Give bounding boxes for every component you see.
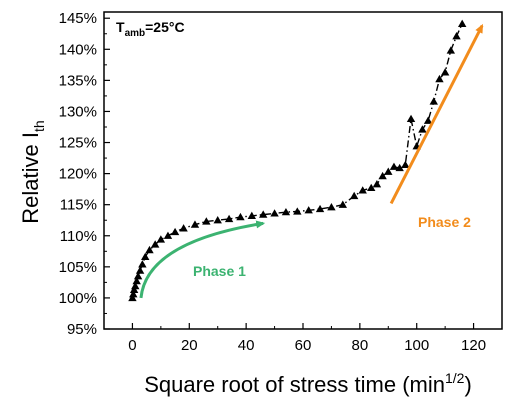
data-point-triangle — [446, 46, 456, 54]
data-point-triangle — [378, 171, 387, 180]
data-point-triangle — [156, 235, 166, 243]
y-tick-label: 120% — [59, 166, 97, 183]
data-point-triangle — [389, 162, 399, 170]
series-line — [131, 23, 463, 299]
data-point-triangle — [304, 206, 313, 214]
data-point-triangle — [293, 207, 302, 215]
data-point-triangle — [315, 204, 325, 213]
data-point-triangle — [440, 68, 450, 76]
phase2-label: Phase 2 — [418, 214, 471, 230]
data-point-triangle — [128, 293, 137, 302]
data-point-triangle — [372, 179, 382, 188]
data-point-triangle — [135, 266, 145, 274]
data-point-triangle — [338, 200, 347, 208]
x-tick-label: 40 — [238, 337, 255, 354]
data-point-triangle — [418, 125, 427, 133]
x-tick-label: 20 — [181, 337, 198, 354]
tick-labels: 0 20 40 60 80 100 120 95% 100% 105% 110% 115% 120% 12… — [59, 10, 486, 354]
data-point-triangle — [458, 19, 467, 27]
data-point-triangle — [213, 216, 222, 224]
y-tick-label: 95% — [67, 321, 97, 338]
data-point-triangle — [423, 116, 433, 124]
data-point-triangle — [138, 260, 147, 268]
data-point-triangle — [129, 285, 139, 293]
data-point-triangle — [452, 32, 461, 40]
data-point-triangle — [358, 186, 367, 194]
x-tick-label: 0 — [128, 337, 136, 354]
x-axis-title: Square root of stress time (min1/2) — [144, 370, 472, 397]
data-point-triangle — [367, 183, 376, 192]
condition-value: =25°C — [145, 19, 184, 35]
data-point-triangle — [247, 211, 257, 220]
data-point-triangle — [406, 114, 416, 123]
data-point-triangle — [270, 209, 279, 217]
y-tick-label: 110% — [60, 228, 97, 245]
data-point-triangle — [133, 271, 143, 280]
data-point-triangle — [259, 210, 268, 218]
y-tick-label: 125% — [59, 135, 97, 152]
data-point-triangle — [141, 252, 150, 261]
y-axis-title-subscript: th — [31, 120, 47, 132]
condition-subscript: amb — [125, 28, 146, 39]
data-point-triangle — [429, 97, 438, 105]
y-tick-label: 145% — [59, 10, 97, 27]
data-point-triangle — [349, 191, 359, 200]
y-tick-label: 130% — [59, 103, 97, 120]
y-axis-title: Relative Ith — [18, 120, 47, 223]
data-point-triangle — [435, 74, 444, 83]
axis-ticks — [104, 17, 475, 330]
phase1-label: Phase 1 — [193, 263, 246, 279]
data-point-triangle — [163, 231, 173, 239]
condition-main: T — [116, 19, 125, 35]
data-point-triangle — [224, 214, 234, 223]
series-markers — [128, 19, 467, 302]
data-point-triangle — [327, 202, 336, 211]
data-point-triangle — [131, 281, 140, 290]
data-point-triangle — [129, 289, 138, 298]
data-point-triangle — [236, 212, 245, 221]
data-point-triangle — [132, 276, 141, 285]
x-axis-title-superscript: 1/2 — [445, 370, 465, 386]
x-tick-label: 120 — [461, 337, 486, 354]
y-tick-label: 140% — [59, 41, 97, 58]
data-point-triangle — [179, 224, 188, 232]
data-point-triangle — [145, 245, 154, 254]
phase1-arrow — [139, 220, 266, 299]
data-point-triangle — [170, 227, 180, 236]
data-point-triangle — [384, 167, 393, 175]
data-point-triangle — [190, 220, 200, 228]
x-tick-label: 80 — [352, 337, 369, 354]
y-tick-label: 115% — [60, 197, 97, 214]
x-axis-title-suffix: ) — [464, 372, 471, 397]
data-point-triangle — [281, 207, 291, 216]
x-axis-title-main: Square root of stress time (min — [144, 372, 445, 397]
data-point-triangle — [202, 217, 211, 225]
y-tick-label: 105% — [59, 259, 97, 276]
y-tick-label: 135% — [59, 72, 97, 89]
data-point-triangle — [150, 240, 160, 248]
plot-frame — [103, 11, 503, 330]
y-axis-title-main: Relative I — [18, 132, 43, 224]
x-tick-label: 100 — [404, 337, 429, 354]
x-tick-label: 60 — [295, 337, 312, 354]
ambient-temperature-label: Tamb=25°C — [116, 19, 185, 39]
phase2-arrow — [389, 23, 484, 205]
data-point-triangle — [401, 160, 410, 169]
data-point-triangle — [395, 163, 404, 172]
y-tick-label: 100% — [59, 290, 97, 307]
